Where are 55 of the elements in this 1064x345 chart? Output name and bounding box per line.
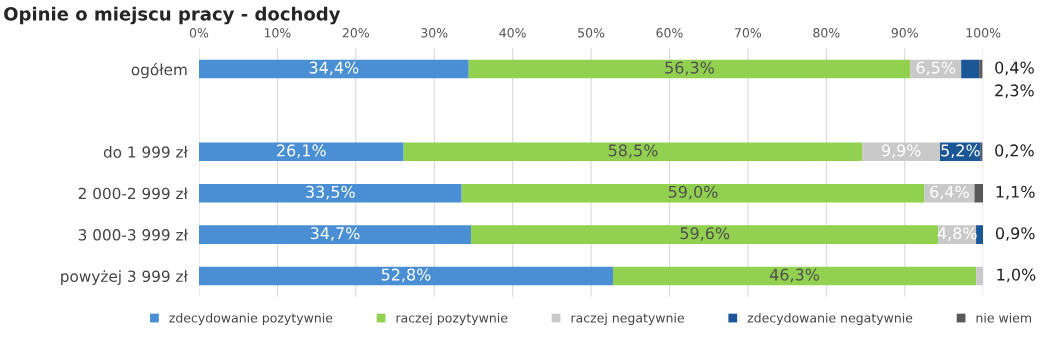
data-label: 34,7% [310,227,360,241]
bar [198,59,469,79]
bar [198,266,614,286]
chart-title: Opinie o miejscu pracy - dochody [4,6,341,25]
y-tick-label: 2 000-2 999 zł [78,187,188,200]
data-label: 0,2% [995,144,1034,159]
x-tick-label: 30% [421,28,448,38]
legend-label: zdecydowanie negatywnie [747,312,913,326]
y-tick-label: 3 000-3 999 zł [78,228,188,241]
data-label: 0,4% [995,61,1034,76]
x-tick-label: 0% [189,28,209,38]
data-label: 26,1% [277,144,326,159]
legend-label: raczej negatywnie [571,312,684,326]
bar [198,225,472,244]
bar [461,183,925,203]
bar [976,225,984,244]
x-tick-label: 50% [578,28,605,38]
bar [198,142,404,162]
bar [974,183,984,203]
x-tick-label: 40% [499,28,526,38]
x-tick-label: 80% [813,28,840,38]
data-label: 34,4% [309,61,359,76]
x-tick-label: 100% [966,28,1001,38]
data-label: 59,6% [680,227,730,241]
data-label: 52,8% [381,268,431,283]
x-tick-label: 60% [656,28,683,38]
bar [198,183,462,203]
bar [403,142,863,162]
bar [976,266,984,286]
y-tick-label: ogółem [131,62,187,79]
data-label: 59,0% [668,185,718,200]
bar [979,59,983,79]
x-tick-label: 20% [342,28,369,38]
y-tick-label: do 1 999 zł [103,146,188,158]
legend-label: zdecydowanie pozytywnie [169,312,333,326]
data-label: 1,0% [997,268,1036,283]
data-label: 46,3% [769,268,820,283]
x-tick-label: 90% [891,28,918,38]
x-tick-label: 10% [264,28,291,38]
y-tick-label: powyżej 3 999 zł [61,270,188,285]
data-label: 2,3% [995,84,1034,99]
data-label: 56,3% [665,61,714,76]
bar [961,59,980,79]
bar [471,225,939,244]
data-label: 0,9% [995,227,1035,241]
legend-label: nie wiem [976,312,1031,323]
bar [862,142,941,162]
x-tick-label: 70% [735,28,762,38]
data-label: 33,5% [306,185,355,200]
data-label: 5,2% [941,144,980,159]
data-label: 58,5% [608,144,658,159]
bar [613,266,977,286]
legend-label: raczej pozytywnie [396,312,508,326]
data-label: 1,1% [996,185,1035,200]
bar [468,59,911,79]
